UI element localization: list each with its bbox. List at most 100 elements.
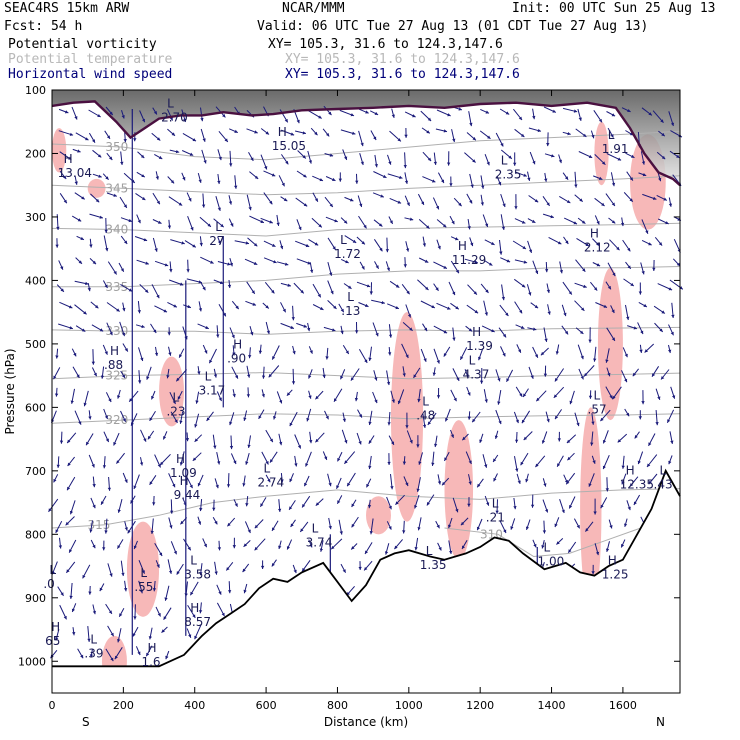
wind-arrowhead-601	[456, 377, 460, 381]
wind-arrowhead-712	[552, 109, 556, 113]
wind-arrowhead-800	[610, 134, 614, 138]
wind-arrowhead-349	[254, 546, 258, 551]
wind-arrowhead-674	[523, 173, 527, 177]
wind-arrowhead-576	[435, 287, 439, 291]
wind-arrowhead-456	[337, 500, 341, 504]
y-tick-label-600: 600	[25, 401, 46, 414]
wind-arrowhead-332	[271, 173, 276, 177]
wind-arrowhead-12	[53, 375, 57, 380]
wind-arrowhead-638	[488, 262, 493, 266]
wind-arrowhead-572	[436, 205, 439, 210]
wind-arrowhead-841	[648, 112, 652, 116]
wind-arrowhead-438	[350, 113, 354, 117]
wind-arrowhead-11	[55, 355, 59, 359]
wind-arrowhead-631	[485, 110, 489, 114]
wind-arrowhead-763	[583, 284, 587, 288]
field-wind-xy: XY= 105.3, 31.6 to 124.3,147.6	[285, 67, 520, 82]
wind-arrowhead-545	[402, 530, 406, 534]
wind-arrowhead-203	[168, 570, 173, 574]
wind-arrowhead-150	[133, 545, 137, 549]
wind-arrowhead-530	[406, 202, 410, 206]
wind-arrowhead-498	[368, 440, 372, 444]
y-tick-label-400: 400	[25, 274, 46, 287]
wind-arrowhead-217	[187, 304, 191, 309]
wind-arrowhead-550	[431, 179, 436, 183]
pv-extremum-letter-22: L	[660, 463, 667, 477]
wind-arrowhead-425	[330, 290, 334, 295]
wind-arrowhead-339	[266, 330, 270, 334]
wind-arrowhead-210	[189, 152, 194, 156]
wind-arrowhead-480	[351, 546, 355, 550]
pv-extremum-value-1: 2.70	[161, 110, 188, 124]
wind-arrowhead-111	[120, 268, 124, 272]
wind-arrowhead-56	[95, 198, 100, 203]
wind-arrowhead-193	[168, 352, 172, 356]
wind-arrowhead-30	[81, 196, 85, 200]
wind-arrowhead-690	[510, 526, 514, 530]
pv-extremum-value-19: 9.44	[174, 488, 201, 502]
wind-arrowhead-736	[558, 159, 562, 164]
wind-arrowhead-525	[384, 551, 389, 555]
wind-arrowhead-672	[520, 133, 525, 137]
y-tick-label-800: 800	[25, 528, 46, 541]
wind-arrowhead-102	[110, 632, 114, 637]
wind-arrowhead-875	[655, 422, 659, 426]
wind-arrowhead-791	[591, 421, 595, 425]
wind-arrowhead-701	[533, 327, 537, 331]
wind-arrowhead-344	[269, 438, 273, 443]
wind-arrowhead-833	[612, 395, 616, 400]
wind-arrowhead-415	[309, 543, 313, 548]
wind-arrowhead-233	[200, 117, 204, 122]
wind-arrowhead-192	[167, 332, 171, 336]
wind-arrowhead-628	[467, 503, 471, 507]
wind-arrowhead-653	[508, 155, 512, 159]
wind-arrowhead-423	[332, 246, 336, 250]
wind-arrowhead-829	[626, 316, 630, 320]
wind-arrowhead-271	[218, 397, 222, 401]
wind-arrowhead-353	[285, 160, 289, 165]
wind-arrowhead-677	[522, 245, 526, 249]
wind-arrowhead-726	[546, 418, 550, 423]
wind-arrowhead-232	[188, 634, 192, 638]
wind-arrowhead-650	[476, 526, 480, 531]
wind-arrowhead-187	[167, 225, 172, 229]
terrain-fill	[52, 470, 680, 693]
wind-arrowhead-678	[523, 260, 528, 264]
wind-arrowhead-795	[593, 511, 597, 515]
wind-arrowhead-891	[661, 376, 665, 380]
wind-arrowhead-80	[109, 156, 113, 160]
wind-arrowhead-549	[427, 157, 432, 161]
wind-arrowhead-281	[221, 612, 225, 617]
wind-arrowhead-507	[388, 161, 392, 165]
wind-arrowhead-442	[349, 198, 354, 202]
wind-arrowhead-322	[245, 461, 249, 465]
wind-arrowhead-97	[104, 530, 108, 534]
wind-arrowhead-429	[322, 374, 326, 379]
wind-arrowhead-116	[122, 374, 125, 378]
x-tick-label-1400: 1400	[538, 699, 566, 712]
wind-arrowhead-247	[194, 424, 198, 428]
wind-arrowhead-27	[85, 137, 89, 141]
wind-arrowhead-374	[302, 131, 306, 135]
wind-arrowhead-79	[106, 135, 110, 139]
wind-arrowhead-29	[74, 181, 78, 185]
wind-arrowhead-626	[468, 460, 472, 464]
wind-arrowhead-606	[442, 481, 446, 486]
wind-arrowhead-611	[472, 137, 476, 141]
pv-extremum-letter-19: H	[180, 474, 189, 488]
pv-extremum-letter-3: L	[501, 154, 508, 168]
wind-arrowhead-607	[455, 508, 459, 513]
wind-arrowhead-289	[229, 262, 233, 267]
wind-arrowhead-714	[551, 154, 555, 158]
wind-arrowhead-580	[432, 372, 436, 376]
pv-extremum-letter-14: L	[205, 369, 212, 383]
wind-arrowhead-536	[409, 327, 413, 331]
wind-arrowhead-859	[633, 501, 637, 505]
pv-shade-region-0	[52, 128, 67, 173]
field-wind-name: Horizontal wind speed	[8, 67, 173, 82]
wind-arrowhead-524	[388, 526, 392, 530]
wind-arrowhead-849	[638, 291, 642, 295]
wind-arrowhead-478	[351, 503, 355, 507]
wind-arrowhead-50	[72, 632, 76, 636]
wind-arrowhead-893	[667, 419, 671, 423]
